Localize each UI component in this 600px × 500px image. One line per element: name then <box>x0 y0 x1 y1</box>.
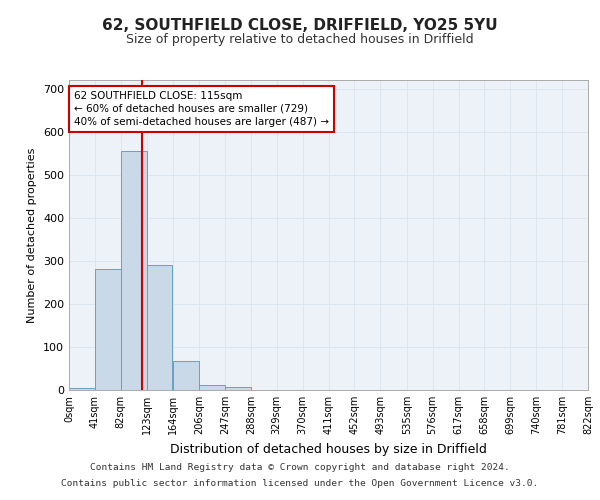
Y-axis label: Number of detached properties: Number of detached properties <box>28 148 37 322</box>
Bar <box>69 388 95 390</box>
Bar <box>225 387 251 390</box>
Text: Contains public sector information licensed under the Open Government Licence v3: Contains public sector information licen… <box>61 478 539 488</box>
Bar <box>199 385 225 390</box>
Bar <box>121 151 146 390</box>
X-axis label: Distribution of detached houses by size in Driffield: Distribution of detached houses by size … <box>170 442 487 456</box>
Text: 62, SOUTHFIELD CLOSE, DRIFFIELD, YO25 5YU: 62, SOUTHFIELD CLOSE, DRIFFIELD, YO25 5Y… <box>102 18 498 32</box>
Text: 62 SOUTHFIELD CLOSE: 115sqm
← 60% of detached houses are smaller (729)
40% of se: 62 SOUTHFIELD CLOSE: 115sqm ← 60% of det… <box>74 91 329 127</box>
Text: Size of property relative to detached houses in Driffield: Size of property relative to detached ho… <box>126 32 474 46</box>
Bar <box>173 360 199 390</box>
Text: Contains HM Land Registry data © Crown copyright and database right 2024.: Contains HM Land Registry data © Crown c… <box>90 464 510 472</box>
Bar <box>147 265 172 390</box>
Bar <box>95 270 121 390</box>
